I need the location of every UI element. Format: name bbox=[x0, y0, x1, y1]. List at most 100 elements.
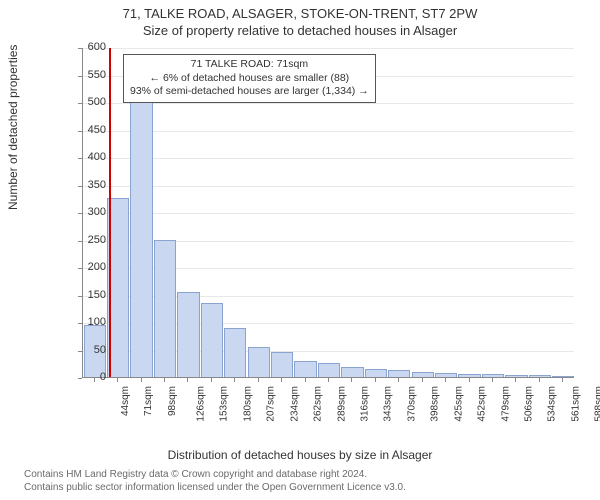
histogram-bar bbox=[365, 369, 387, 377]
histogram-bar bbox=[177, 292, 199, 377]
x-tick-label: 71sqm bbox=[143, 386, 154, 416]
histogram-bar bbox=[248, 347, 270, 377]
x-tick-mark bbox=[398, 378, 399, 382]
y-tick-label: 0 bbox=[72, 371, 106, 383]
gridline bbox=[83, 213, 574, 214]
x-tick-label: 44sqm bbox=[120, 386, 131, 416]
x-tick-label: 316sqm bbox=[360, 386, 371, 422]
x-tick-label: 506sqm bbox=[524, 386, 535, 422]
x-tick-mark bbox=[328, 378, 329, 382]
x-tick-label: 126sqm bbox=[196, 386, 207, 422]
gridline bbox=[83, 48, 574, 49]
x-tick-mark bbox=[469, 378, 470, 382]
histogram-bar bbox=[341, 367, 363, 377]
annotation-box: 71 TALKE ROAD: 71sqm ← 6% of detached ho… bbox=[123, 54, 376, 103]
x-tick-mark bbox=[117, 378, 118, 382]
y-tick-label: 150 bbox=[72, 289, 106, 301]
histogram-bar bbox=[224, 328, 246, 378]
x-tick-mark bbox=[234, 378, 235, 382]
gridline bbox=[83, 158, 574, 159]
x-tick-label: 425sqm bbox=[453, 386, 464, 422]
histogram-bar bbox=[529, 375, 551, 377]
footer-attribution: Contains HM Land Registry data © Crown c… bbox=[24, 469, 406, 494]
histogram-bar bbox=[130, 102, 152, 377]
y-tick-mark bbox=[78, 296, 82, 297]
plot-region: 71 TALKE ROAD: 71sqm ← 6% of detached ho… bbox=[82, 48, 574, 378]
y-tick-label: 200 bbox=[72, 261, 106, 273]
x-tick-mark bbox=[258, 378, 259, 382]
x-tick-mark bbox=[351, 378, 352, 382]
y-tick-label: 450 bbox=[72, 124, 106, 136]
x-tick-mark bbox=[375, 378, 376, 382]
x-tick-mark bbox=[422, 378, 423, 382]
histogram-bar bbox=[435, 373, 457, 377]
annotation-line: 93% of semi-detached houses are larger (… bbox=[130, 85, 369, 99]
x-tick-label: 534sqm bbox=[547, 386, 558, 422]
x-tick-label: 479sqm bbox=[500, 386, 511, 422]
histogram-bar bbox=[482, 374, 504, 377]
footer-line: Contains HM Land Registry data © Crown c… bbox=[24, 469, 406, 482]
footer-line: Contains public sector information licen… bbox=[24, 482, 406, 495]
x-tick-mark bbox=[187, 378, 188, 382]
annotation-line: ← 6% of detached houses are smaller (88) bbox=[130, 72, 369, 86]
histogram-bar bbox=[388, 370, 410, 377]
x-tick-mark bbox=[515, 378, 516, 382]
x-tick-label: 207sqm bbox=[266, 386, 277, 422]
y-tick-mark bbox=[78, 351, 82, 352]
histogram-bar bbox=[154, 240, 176, 378]
y-tick-label: 300 bbox=[72, 206, 106, 218]
x-tick-label: 153sqm bbox=[219, 386, 230, 422]
x-tick-mark bbox=[94, 378, 95, 382]
x-axis-label: Distribution of detached houses by size … bbox=[0, 448, 600, 462]
x-tick-mark bbox=[164, 378, 165, 382]
x-tick-mark bbox=[211, 378, 212, 382]
histogram-bar bbox=[201, 303, 223, 377]
x-tick-label: 588sqm bbox=[594, 386, 600, 422]
x-tick-mark bbox=[305, 378, 306, 382]
y-axis-label: Number of detached properties bbox=[6, 45, 20, 210]
y-tick-label: 100 bbox=[72, 316, 106, 328]
y-tick-mark bbox=[78, 323, 82, 324]
x-tick-label: 262sqm bbox=[313, 386, 324, 422]
y-tick-label: 350 bbox=[72, 179, 106, 191]
x-tick-label: 370sqm bbox=[406, 386, 417, 422]
y-tick-label: 50 bbox=[72, 344, 106, 356]
histogram-bar bbox=[271, 352, 293, 377]
y-tick-mark bbox=[78, 158, 82, 159]
x-tick-mark bbox=[562, 378, 563, 382]
x-tick-mark bbox=[141, 378, 142, 382]
histogram-bar bbox=[294, 361, 316, 378]
chart-area: 71 TALKE ROAD: 71sqm ← 6% of detached ho… bbox=[54, 48, 574, 408]
x-tick-label: 289sqm bbox=[336, 386, 347, 422]
y-tick-mark bbox=[78, 378, 82, 379]
x-tick-label: 561sqm bbox=[570, 386, 581, 422]
y-tick-label: 250 bbox=[72, 234, 106, 246]
histogram-bar bbox=[458, 374, 480, 377]
y-tick-mark bbox=[78, 103, 82, 104]
y-tick-label: 400 bbox=[72, 151, 106, 163]
chart-title-sub: Size of property relative to detached ho… bbox=[0, 21, 600, 38]
y-tick-mark bbox=[78, 241, 82, 242]
y-tick-mark bbox=[78, 186, 82, 187]
gridline bbox=[83, 131, 574, 132]
gridline bbox=[83, 186, 574, 187]
x-tick-mark bbox=[445, 378, 446, 382]
y-tick-label: 550 bbox=[72, 69, 106, 81]
y-tick-mark bbox=[78, 48, 82, 49]
x-tick-label: 234sqm bbox=[289, 386, 300, 422]
x-tick-label: 343sqm bbox=[383, 386, 394, 422]
x-tick-label: 398sqm bbox=[430, 386, 441, 422]
reference-marker-line bbox=[109, 48, 111, 377]
y-tick-label: 600 bbox=[72, 41, 106, 53]
histogram-bar bbox=[318, 363, 340, 377]
chart-title-main: 71, TALKE ROAD, ALSAGER, STOKE-ON-TRENT,… bbox=[0, 0, 600, 21]
x-tick-label: 452sqm bbox=[477, 386, 488, 422]
gridline bbox=[83, 103, 574, 104]
y-tick-mark bbox=[78, 76, 82, 77]
x-tick-mark bbox=[281, 378, 282, 382]
histogram-bar bbox=[412, 372, 434, 377]
x-tick-label: 180sqm bbox=[242, 386, 253, 422]
annotation-line: 71 TALKE ROAD: 71sqm bbox=[130, 58, 369, 72]
x-tick-mark bbox=[492, 378, 493, 382]
histogram-bar bbox=[552, 376, 574, 377]
